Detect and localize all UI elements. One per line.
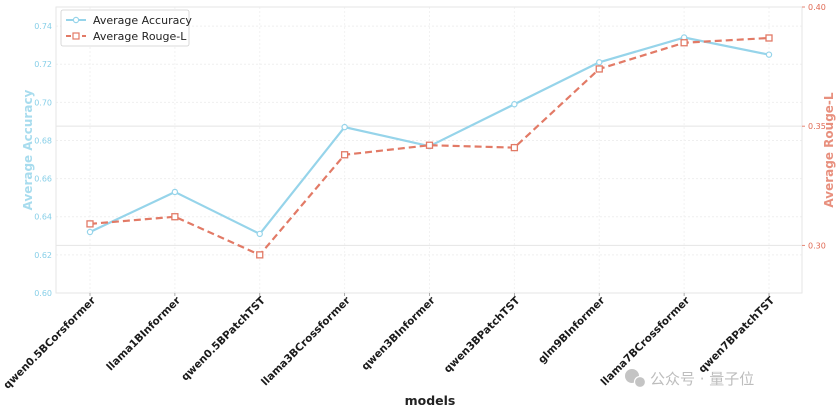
x-tick-label: llama1BInformer — [104, 294, 183, 373]
x-tick-label: qwen0.5BCorsformer — [1, 294, 98, 391]
x-tick-label: qwen3BInformer — [359, 294, 438, 373]
data-point — [425, 141, 434, 149]
y-tick-label-left: 0.72 — [34, 60, 52, 69]
y-tick-label-right: 0.30 — [808, 241, 826, 250]
watermark-text: 公众号 · 量子位 — [650, 370, 754, 388]
data-point — [341, 123, 348, 131]
y-tick-label-left: 0.66 — [34, 175, 52, 184]
data-point — [765, 34, 773, 42]
plot-frame — [55, 6, 803, 294]
series-layer — [86, 34, 773, 259]
legend-label: Average Accuracy — [93, 14, 192, 27]
series-2 — [86, 34, 773, 259]
y-tick-label-left: 0.64 — [34, 213, 52, 222]
y-tick-label-left: 0.74 — [34, 22, 52, 31]
right-axis-ticks: 0.30 0.35 0.40 — [802, 3, 826, 250]
y-tick-label-left: 0.70 — [34, 98, 52, 107]
grid — [56, 6, 802, 294]
y-tick-label-left: 0.68 — [34, 136, 52, 145]
data-point — [171, 188, 179, 196]
y-tick-label-right: 0.40 — [808, 3, 826, 12]
data-point — [765, 51, 773, 58]
data-point — [86, 220, 94, 228]
data-point — [256, 230, 263, 238]
legend-swatch-marker — [72, 32, 80, 40]
x-tick-label: glm9BInformer — [536, 294, 608, 366]
data-point — [680, 39, 688, 47]
x-tick-label: qwen3BPatchTST — [442, 294, 523, 375]
y-axis-title-right: Average Rouge-L — [822, 92, 836, 207]
y-axis-title-left: Average Accuracy — [21, 89, 35, 210]
data-point — [340, 151, 349, 159]
legend-swatch-marker — [72, 16, 80, 24]
x-tick-label: qwen0.5BPatchTST — [179, 294, 268, 383]
watermark: 公众号 · 量子位 — [625, 369, 754, 389]
x-tick-label: qwen7BPatchTST — [696, 294, 777, 375]
wechat-icon — [625, 369, 647, 389]
x-tick-label: llama3BCrossformer — [259, 294, 353, 388]
legend-label: Average Rouge-L — [93, 30, 187, 43]
y-tick-label-left: 0.60 — [34, 289, 52, 298]
x-axis-title: models — [405, 393, 456, 408]
data-point — [511, 101, 518, 108]
data-point — [510, 143, 519, 152]
y-tick-label-left: 0.62 — [34, 251, 52, 260]
legend-box — [60, 9, 190, 47]
left-axis-ticks: 0.60 0.62 0.64 0.66 0.68 0.70 0.72 0.74 — [34, 22, 52, 298]
data-point — [171, 213, 179, 221]
data-point — [86, 228, 94, 236]
data-point — [256, 251, 264, 259]
data-point — [595, 65, 603, 73]
y-tick-label-right: 0.35 — [808, 122, 826, 131]
series-line — [89, 36, 770, 256]
data-point — [596, 59, 603, 66]
legend: Average Accuracy Average Rouge-L — [60, 9, 192, 47]
